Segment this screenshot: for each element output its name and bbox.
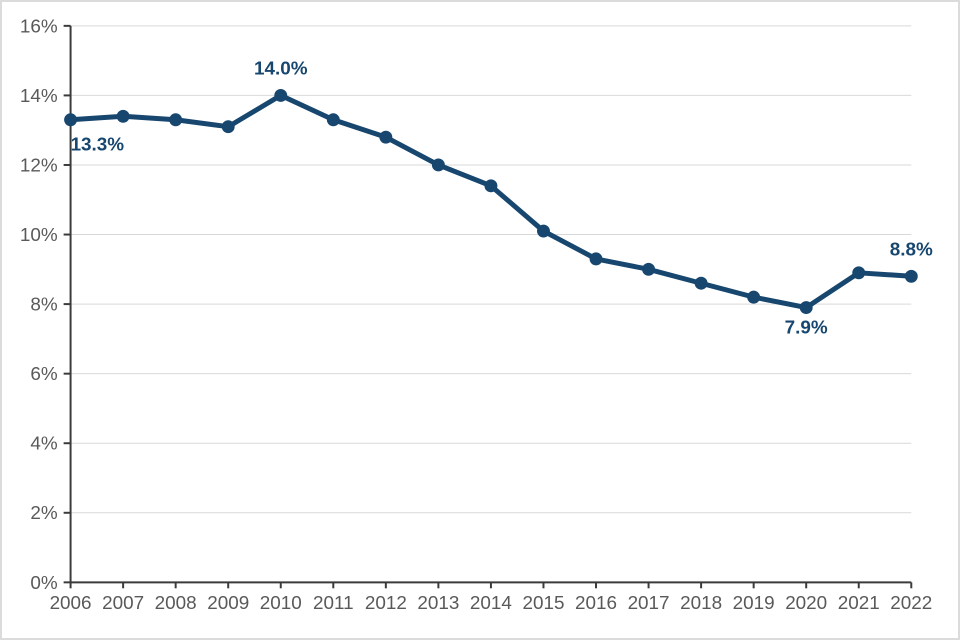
x-tick-label: 2013 [417, 593, 459, 614]
data-point-2010 [274, 88, 288, 102]
data-point-2017 [642, 262, 656, 276]
y-tick-label: 2% [30, 503, 57, 524]
data-label-2010: 14.0% [254, 59, 308, 80]
x-tick-label: 2020 [785, 593, 827, 614]
x-tick-label: 2021 [838, 593, 880, 614]
x-tick-label: 2017 [628, 593, 670, 614]
data-point-2014 [484, 179, 498, 193]
x-tick-label: 2010 [260, 593, 302, 614]
data-point-2019 [747, 290, 761, 304]
y-tick-label: 8% [30, 295, 57, 316]
data-label-2020: 7.9% [785, 317, 828, 338]
x-tick-label: 2007 [102, 593, 144, 614]
data-point-2008 [169, 113, 183, 127]
y-tick-label: 10% [20, 225, 58, 246]
data-point-2018 [694, 276, 708, 290]
x-tick-label: 2008 [155, 593, 197, 614]
x-tick-label: 2016 [575, 593, 617, 614]
x-tick-label: 2006 [50, 593, 92, 614]
x-tick-label: 2014 [470, 593, 512, 614]
x-tick-label: 2009 [207, 593, 249, 614]
y-tick-label: 12% [20, 155, 58, 176]
y-tick-label: 4% [30, 434, 57, 455]
x-tick-label: 2015 [522, 593, 564, 614]
data-point-2020 [799, 301, 813, 315]
data-label-2006: 13.3% [71, 135, 125, 156]
data-point-2015 [537, 224, 550, 238]
y-tick-label: 14% [20, 86, 58, 107]
data-line [68, 92, 914, 311]
data-point-2006 [64, 113, 78, 127]
x-tick-label: 2011 [313, 593, 354, 614]
data-point-2012 [379, 130, 393, 144]
x-tick-label: 2018 [680, 593, 722, 614]
data-point-2022 [904, 269, 918, 283]
data-point-2016 [589, 252, 603, 266]
data-point-2021 [852, 266, 866, 280]
data-point-2013 [431, 158, 445, 172]
y-tick-label: 0% [30, 573, 57, 594]
data-point-2007 [116, 109, 130, 123]
data-point-2009 [221, 120, 235, 134]
data-label-2022: 8.8% [890, 239, 933, 260]
y-tick-label: 16% [20, 16, 58, 37]
x-tick-label: 2012 [365, 593, 407, 614]
data-point-2011 [326, 113, 340, 127]
x-tick-label: 2022 [890, 593, 932, 614]
y-tick-label: 6% [30, 364, 57, 385]
x-tick-label: 2019 [733, 593, 775, 614]
